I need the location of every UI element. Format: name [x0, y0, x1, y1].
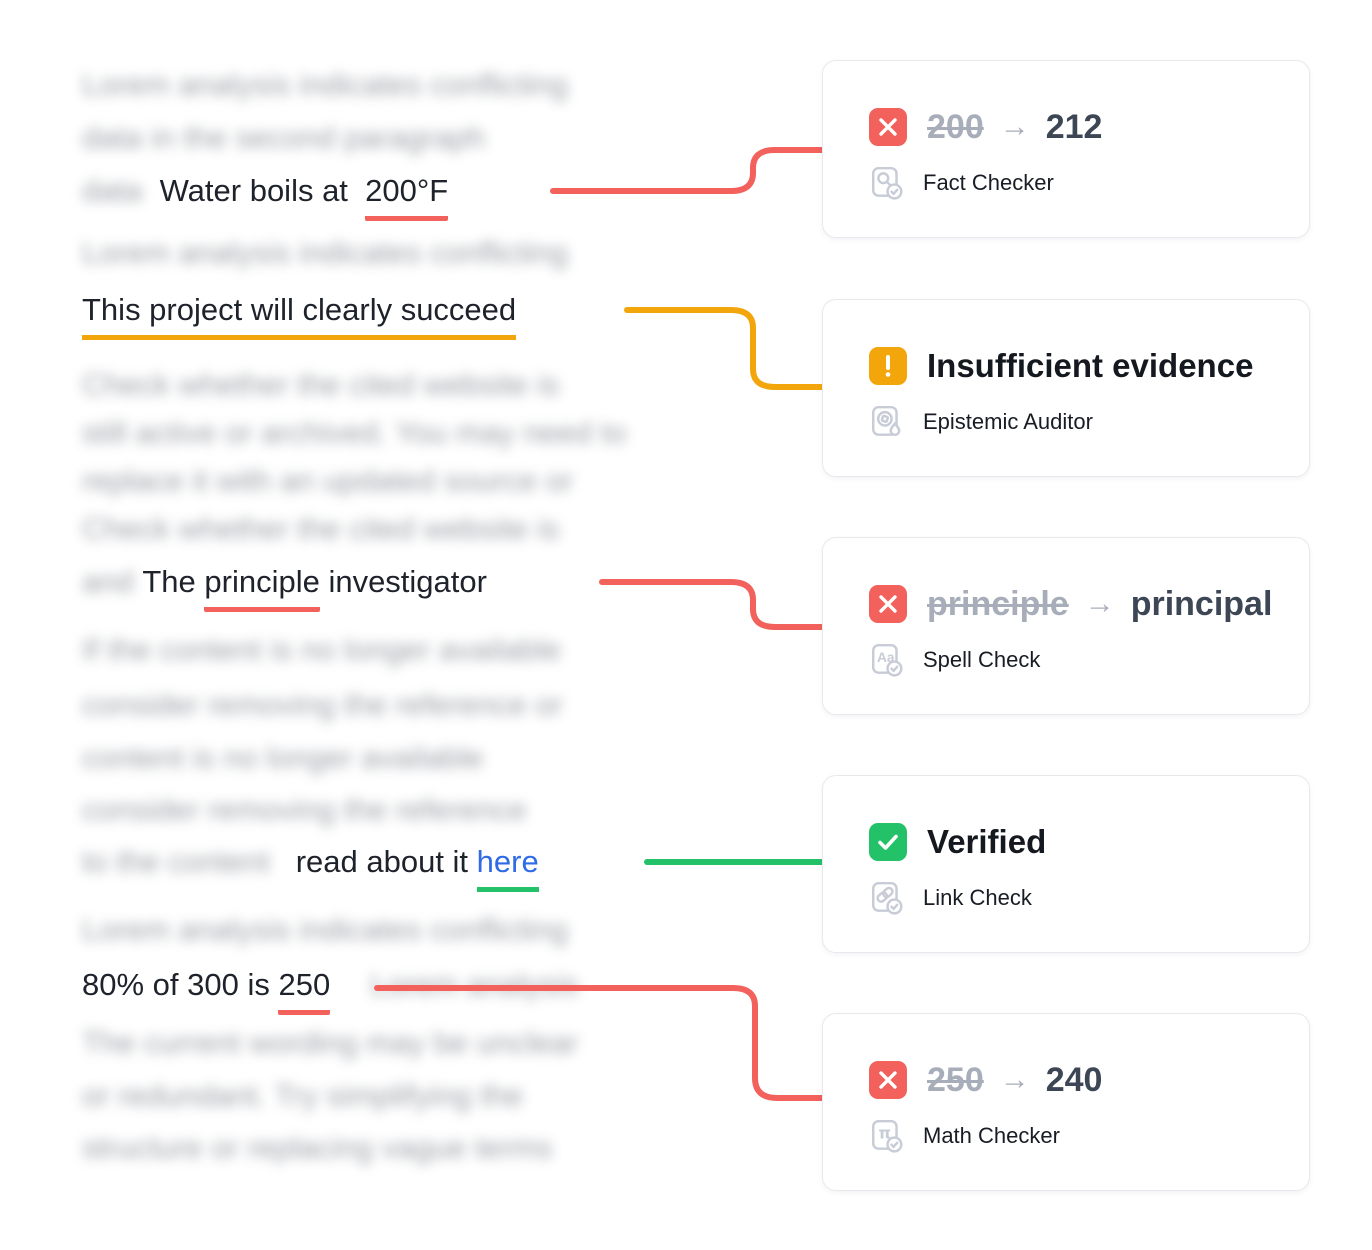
doc-line: If the content is no longer available: [82, 628, 561, 672]
doc-line: Lorem analysis indicates conflicting: [82, 231, 568, 275]
status-title: Insufficient evidence: [927, 347, 1254, 384]
blurred-text: replace it with an updated source or: [82, 463, 574, 498]
spell-check-icon: Aa: [872, 643, 903, 677]
fact-checker-card[interactable]: 200 → 212 Fact Checker: [822, 60, 1310, 238]
blurred-text: Check whether the cited website is: [82, 367, 560, 402]
blurred-text: Check whether the cited website is: [82, 511, 560, 546]
doc-line: The current wording may be unclear: [82, 1021, 578, 1065]
new-value: principal: [1130, 584, 1273, 623]
checker-label: Fact Checker: [923, 170, 1054, 195]
spelling-claim-flagged: principle: [204, 563, 320, 612]
doc-line: This project will clearly succeed: [82, 288, 517, 340]
success-check-icon: [869, 823, 907, 861]
doc-line: Check whether the cited website is: [82, 507, 559, 551]
blurred-text: structure or replacing vague terms: [82, 1130, 553, 1165]
checker-label: Epistemic Auditor: [923, 409, 1093, 434]
doc-line: data Water boils at 200°F: [82, 169, 449, 221]
svg-text:Aa: Aa: [877, 650, 895, 665]
doc-line: consider removing the reference or: [82, 683, 563, 727]
doc-line: or redundant. Try simplifying the: [82, 1074, 523, 1118]
blurred-text: Lorem analysis indicates conflicting: [82, 235, 568, 270]
doc-line: Lorem analysis indicates conflicting: [82, 63, 568, 107]
math-checker-card[interactable]: 250 → 240 π Math Checker: [822, 1013, 1310, 1191]
error-icon: [869, 585, 907, 623]
doc-line: content is no longer available: [82, 736, 484, 780]
doc-line: 80% of 300 is 250 Lorem analysis: [82, 963, 579, 1015]
spelling-claim-text: investigator: [319, 564, 487, 599]
math-claim-text: 80% of 300 is: [82, 967, 279, 1002]
new-value: 240: [1045, 1060, 1103, 1099]
error-icon: [869, 108, 907, 146]
blurred-text: consider removing the reference or: [82, 687, 563, 722]
fact-claim-text: Water boils at: [159, 173, 366, 208]
doc-line: to the content read about it here: [82, 840, 539, 892]
doc-line: structure or replacing vague terms: [82, 1126, 552, 1170]
blurred-text: Lorem analysis: [370, 967, 579, 1002]
status-title: Verified: [927, 823, 1047, 860]
blurred-text: The current wording may be unclear: [82, 1025, 579, 1060]
spelling-claim-text: The: [142, 564, 205, 599]
checker-label: Spell Check: [923, 647, 1041, 672]
blurred-text: Lorem analysis indicates conflicting: [82, 912, 568, 947]
fact-checker-icon: [872, 166, 903, 200]
spell-check-card[interactable]: principle → principal Aa Spell Check: [822, 537, 1310, 715]
math-checker-icon: π: [872, 1119, 903, 1153]
new-value: 212: [1045, 107, 1103, 146]
svg-text:π: π: [879, 1124, 892, 1143]
checker-label: Link Check: [923, 885, 1032, 910]
blurred-text: data in the second paragraph: [82, 120, 486, 155]
blurred-text: If the content is no longer available: [82, 632, 562, 667]
doc-line: Check whether the cited website is: [82, 363, 559, 407]
arrow-icon: →: [1084, 587, 1115, 620]
doc-line: data in the second paragraph: [82, 116, 485, 160]
arrow-icon: →: [999, 110, 1030, 143]
link-claim-text: read about it: [295, 844, 477, 879]
error-icon: [869, 1061, 907, 1099]
old-value: 250: [927, 1060, 984, 1099]
fact-claim-flagged: 200°F: [365, 172, 449, 221]
blurred-text: or redundant. Try simplifying the: [82, 1078, 524, 1113]
link-check-icon: [872, 881, 903, 915]
blurred-text: to the content: [82, 844, 296, 879]
doc-line: and The principle investigator: [82, 560, 487, 612]
blurred-text: Lorem analysis indicates conflicting: [82, 67, 568, 102]
here-link[interactable]: here: [476, 843, 539, 892]
blurred-text: data: [82, 173, 160, 208]
blurred-text: and: [82, 564, 143, 599]
epistemic-claim-flagged: This project will clearly succeed: [82, 291, 517, 340]
blurred-text: still active or archived. You may need t…: [82, 415, 627, 450]
doc-line: consider removing the reference: [82, 788, 527, 832]
link-check-card[interactable]: Verified Link Check: [822, 775, 1310, 953]
doc-line: still active or archived. You may need t…: [82, 411, 627, 455]
blurred-text: content is no longer available: [82, 740, 484, 775]
math-claim-flagged: 250: [278, 966, 331, 1015]
old-value: principle: [927, 584, 1069, 623]
epistemic-auditor-card[interactable]: Insufficient evidence Epistemic Auditor: [822, 299, 1310, 477]
epistemic-auditor-icon: [872, 405, 901, 437]
blurred-text: consider removing the reference: [82, 792, 527, 827]
doc-line: replace it with an updated source or: [82, 459, 573, 503]
old-value: 200: [927, 107, 984, 146]
doc-line: Lorem analysis indicates conflicting: [82, 908, 568, 952]
arrow-icon: →: [999, 1063, 1030, 1096]
warning-icon: [869, 347, 907, 385]
checker-label: Math Checker: [923, 1123, 1060, 1148]
